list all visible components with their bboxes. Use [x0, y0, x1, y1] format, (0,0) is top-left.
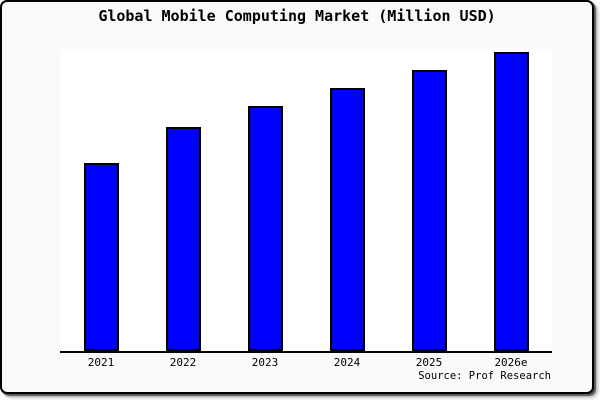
- x-tick-2022: 2022: [169, 356, 197, 369]
- x-tick-2023: 2023: [251, 356, 279, 369]
- bar-2023: [248, 106, 283, 351]
- bar-2021: [84, 163, 119, 351]
- bar-2026e: [494, 52, 529, 351]
- bar-2025: [412, 70, 447, 351]
- bar-2022: [166, 127, 201, 351]
- chart-figure: Global Mobile Computing Market (Million …: [0, 0, 594, 394]
- bar-2024: [330, 88, 365, 351]
- x-tick-2021: 2021: [87, 356, 115, 369]
- plot-area: [60, 49, 552, 353]
- x-tick-2024: 2024: [333, 356, 361, 369]
- chart-title: Global Mobile Computing Market (Million …: [98, 7, 496, 25]
- x-axis-tick-labels: 2021 2022 2023 2024 2025 2026e: [60, 356, 552, 370]
- x-tick-2025: 2025: [415, 356, 443, 369]
- x-tick-2026e: 2026e: [494, 356, 528, 369]
- source-credit: Source: Prof Research: [418, 370, 551, 382]
